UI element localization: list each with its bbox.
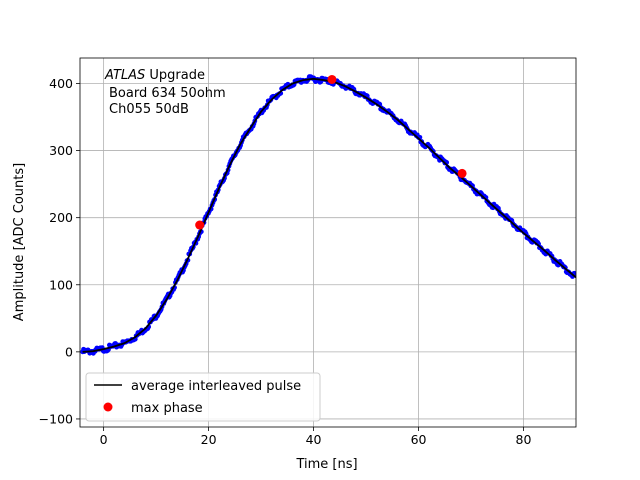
y-tick-label: 300 xyxy=(49,143,73,158)
y-tick-label: 100 xyxy=(49,277,73,292)
max-phase-point xyxy=(457,168,467,178)
x-tick-label: 40 xyxy=(306,432,322,447)
plot-frame xyxy=(79,57,577,428)
max-phase-markers xyxy=(195,74,467,230)
x-tick-label: 60 xyxy=(411,432,427,447)
max-phase-point xyxy=(195,220,205,230)
y-axis-ticks: −100 0 100 200 300 400 xyxy=(39,76,80,426)
max-phase-point xyxy=(327,74,337,84)
annotation-experiment-suffix: Upgrade xyxy=(145,68,205,83)
y-tick-label: 0 xyxy=(65,344,73,359)
x-tick-label: 0 xyxy=(100,432,108,447)
annotation-line-1: ATLAS Upgrade xyxy=(104,68,205,83)
x-tick-label: 20 xyxy=(201,432,217,447)
annotation-experiment: ATLAS xyxy=(104,68,145,83)
legend: average interleaved pulse max phase xyxy=(85,372,321,422)
y-tick-label: −100 xyxy=(39,411,73,426)
legend-label-max-phase: max phase xyxy=(131,401,203,416)
legend-marker-swatch xyxy=(103,402,113,412)
legend-box xyxy=(85,372,321,422)
y-tick-label: 200 xyxy=(49,210,73,225)
y-axis-label: Amplitude [ADC Counts] xyxy=(12,163,27,321)
annotation-block: ATLAS Upgrade Board 634 50ohm Ch055 50dB xyxy=(104,68,226,117)
x-axis-label: Time [ns] xyxy=(295,457,357,472)
y-tick-label: 400 xyxy=(49,76,73,91)
x-tick-label: 80 xyxy=(516,432,532,447)
x-axis-ticks: 0 20 40 60 80 xyxy=(100,427,532,447)
legend-label-average-pulse: average interleaved pulse xyxy=(131,379,301,394)
annotation-line-2: Board 634 50ohm xyxy=(109,86,226,101)
annotation-line-3: Ch055 50dB xyxy=(109,102,189,117)
